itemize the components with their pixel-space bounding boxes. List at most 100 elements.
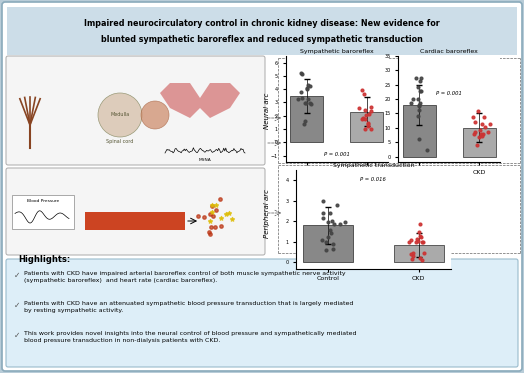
Text: Highlights:: Highlights:: [18, 255, 70, 264]
Point: [307, 101, 315, 107]
Point: [303, 82, 312, 88]
Point: [330, 221, 339, 227]
Point: [413, 113, 422, 119]
Bar: [463, 128, 496, 157]
Point: [407, 251, 416, 257]
Point: [485, 121, 494, 127]
Point: [409, 253, 417, 259]
Point: [365, 112, 374, 117]
Point: [294, 96, 303, 102]
Point: [417, 88, 425, 94]
Title: Sympathetic baroreflex: Sympathetic baroreflex: [300, 49, 374, 54]
Point: [405, 239, 413, 245]
Point: [319, 215, 328, 221]
Point: [361, 126, 369, 132]
Point: [326, 227, 334, 233]
Point: [227, 216, 236, 222]
Point: [478, 131, 487, 137]
Bar: [394, 245, 444, 262]
Point: [474, 108, 483, 114]
Point: [416, 221, 424, 227]
Point: [322, 239, 331, 245]
Point: [319, 210, 327, 216]
Point: [209, 213, 217, 219]
FancyBboxPatch shape: [6, 259, 518, 367]
Point: [418, 257, 426, 263]
Point: [301, 100, 310, 106]
Text: Patients with CKD have impaired arterial baroreflex control of both muscle sympa: Patients with CKD have impaired arterial…: [24, 271, 346, 283]
Point: [409, 95, 418, 101]
Circle shape: [98, 93, 142, 137]
Point: [302, 100, 310, 106]
Text: blunted sympathetic baroreflex and reduced sympathetic transduction: blunted sympathetic baroreflex and reduc…: [101, 34, 423, 44]
Point: [481, 124, 489, 130]
Point: [300, 121, 308, 127]
FancyBboxPatch shape: [12, 195, 74, 229]
Point: [193, 213, 202, 219]
Point: [469, 114, 477, 120]
Point: [366, 126, 375, 132]
Text: Blood Pressure: Blood Pressure: [27, 199, 59, 203]
Point: [298, 95, 307, 101]
Point: [415, 103, 423, 109]
Point: [306, 83, 314, 89]
Point: [357, 87, 366, 93]
Point: [478, 121, 487, 127]
Point: [475, 134, 483, 140]
Point: [414, 85, 422, 91]
Bar: [403, 105, 436, 157]
Point: [480, 114, 488, 120]
Point: [211, 224, 219, 230]
Point: [329, 241, 337, 247]
Text: Neural arc: Neural arc: [264, 93, 270, 129]
Point: [416, 233, 424, 239]
Point: [364, 120, 372, 126]
Point: [341, 219, 350, 225]
Bar: [290, 96, 323, 142]
FancyBboxPatch shape: [7, 7, 517, 55]
Point: [416, 78, 424, 84]
Point: [206, 224, 215, 230]
Point: [318, 236, 326, 242]
Point: [216, 223, 225, 229]
Point: [419, 238, 428, 244]
Point: [212, 207, 220, 213]
Point: [208, 203, 216, 209]
Point: [208, 209, 216, 215]
Point: [297, 70, 305, 76]
Text: This work provides novel insights into the neural control of blood pressure and : This work provides novel insights into t…: [24, 331, 356, 343]
Point: [413, 236, 421, 242]
Point: [367, 108, 375, 114]
Point: [329, 246, 337, 252]
Point: [225, 210, 233, 216]
Point: [325, 210, 334, 216]
Text: Peripheral arc: Peripheral arc: [264, 188, 270, 238]
Point: [414, 103, 423, 109]
Point: [215, 196, 224, 202]
Point: [296, 89, 304, 95]
Point: [359, 91, 368, 97]
Point: [423, 147, 431, 153]
Point: [420, 250, 428, 256]
Point: [475, 127, 484, 133]
Point: [473, 142, 481, 148]
Point: [477, 133, 486, 139]
Point: [416, 88, 424, 94]
Point: [407, 100, 416, 106]
Point: [205, 218, 214, 224]
Point: [200, 214, 209, 220]
Polygon shape: [160, 83, 240, 118]
Point: [418, 239, 426, 245]
Point: [326, 230, 335, 236]
FancyBboxPatch shape: [6, 56, 265, 165]
Point: [301, 118, 309, 124]
Point: [471, 119, 479, 125]
Point: [417, 75, 425, 81]
Point: [358, 116, 366, 122]
Text: P = 0.001: P = 0.001: [436, 91, 462, 96]
Point: [323, 234, 332, 240]
Point: [414, 95, 422, 101]
Title: Cardiac baroreflex: Cardiac baroreflex: [420, 49, 478, 54]
FancyBboxPatch shape: [85, 212, 185, 230]
Point: [328, 218, 336, 224]
